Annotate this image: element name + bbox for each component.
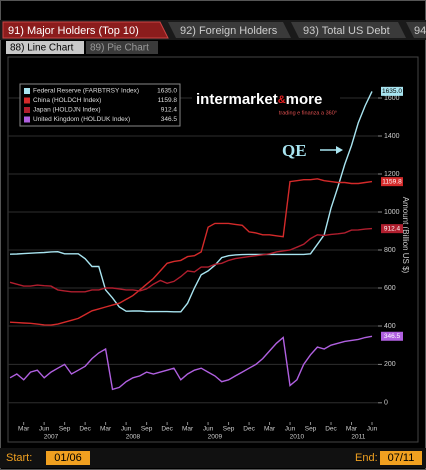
legend-box bbox=[19, 83, 181, 127]
legend-label: Federal Reserve (FARBTRSY Index) bbox=[33, 88, 139, 95]
legend-value: 1635.0 bbox=[157, 88, 177, 95]
y-axis-title: Amount (Billion US $) bbox=[401, 197, 410, 274]
end-value[interactable]: 07/11 bbox=[388, 452, 415, 464]
y-tick-label: 400 bbox=[384, 323, 396, 330]
annotation-arrowhead bbox=[336, 146, 343, 154]
end-field[interactable] bbox=[380, 451, 422, 465]
value-tag: 1159.8 bbox=[382, 178, 402, 185]
subtab[interactable] bbox=[6, 41, 84, 54]
y-tick-label: 1600 bbox=[384, 95, 400, 102]
legend-value: 912.4 bbox=[161, 107, 178, 114]
annotation: QE bbox=[282, 141, 307, 160]
tab-label[interactable]: 94 bbox=[414, 25, 426, 37]
legend-swatch bbox=[24, 88, 30, 94]
legend-value: 346.5 bbox=[161, 116, 178, 123]
legend-swatch bbox=[24, 116, 30, 123]
x-tick-label: Jun bbox=[203, 426, 214, 433]
series-line bbox=[9, 178, 373, 326]
x-tick-label: Sep bbox=[141, 426, 153, 433]
series-line bbox=[9, 91, 373, 313]
legend-label: China (HOLDCH Index) bbox=[33, 97, 101, 104]
watermark-more: more bbox=[286, 91, 323, 108]
start-label: Start: bbox=[6, 452, 32, 464]
x-tick-label: Mar bbox=[264, 426, 276, 433]
legend-swatch bbox=[24, 97, 30, 104]
watermark-brand: intermarket bbox=[196, 91, 278, 108]
legend-swatch bbox=[24, 107, 30, 113]
y-tick-label: 0 bbox=[384, 400, 388, 407]
x-tick-label: Jun bbox=[285, 426, 296, 433]
x-tick-label: Dec bbox=[243, 426, 255, 433]
watermark-box bbox=[192, 88, 340, 118]
series-line bbox=[9, 335, 373, 391]
y-tick-label: 1200 bbox=[384, 171, 400, 178]
tab[interactable] bbox=[291, 22, 406, 38]
x-tick-label: Sep bbox=[223, 426, 235, 433]
watermark-tagline: trading e finanza a 360° bbox=[279, 110, 337, 116]
footer-bar bbox=[0, 448, 426, 468]
tab[interactable] bbox=[2, 21, 169, 39]
legend: Federal Reserve (FARBTRSY Index) 1635.0 Ch… bbox=[24, 88, 178, 123]
subtab-label[interactable]: 89) Pie Chart bbox=[90, 43, 149, 54]
value-tag-box bbox=[381, 224, 403, 234]
value-tag-box bbox=[381, 331, 403, 341]
value-tag-box bbox=[381, 177, 403, 187]
x-year-label: 2008 bbox=[126, 434, 141, 441]
tab-label[interactable]: 92) Foreign Holders bbox=[180, 25, 278, 37]
tab[interactable] bbox=[406, 22, 426, 38]
legend-label: Japan (HOLDJN Index) bbox=[33, 107, 101, 114]
tab-label[interactable]: 93) Total US Debt bbox=[303, 25, 390, 37]
y-tick-label: 600 bbox=[384, 285, 396, 292]
x-tick-label: Mar bbox=[182, 426, 194, 433]
end-label: End: bbox=[355, 452, 378, 464]
x-tick-label: Mar bbox=[18, 426, 30, 433]
x-tick-label: Dec bbox=[325, 426, 337, 433]
tab[interactable] bbox=[168, 22, 291, 38]
value-tag: 912.4 bbox=[384, 225, 401, 232]
y-tick-label: 1400 bbox=[384, 133, 400, 140]
y-tick-label: 1000 bbox=[384, 209, 400, 216]
series-line bbox=[9, 227, 373, 293]
watermark: intermarket&more bbox=[196, 91, 322, 108]
subtab-label[interactable]: 88) Line Chart bbox=[10, 43, 74, 54]
x-tick-label: Sep bbox=[59, 426, 71, 433]
tab-label[interactable]: 91) Major Holders (Top 10) bbox=[8, 25, 139, 37]
value-tag: 1635.0 bbox=[382, 88, 402, 95]
value-tag: 346.5 bbox=[384, 333, 401, 340]
y-tick-label: 200 bbox=[384, 361, 396, 368]
watermark-amp: & bbox=[278, 94, 286, 106]
x-tick-label: Dec bbox=[161, 426, 173, 433]
x-tick-label: Sep bbox=[305, 426, 317, 433]
legend-value: 1159.8 bbox=[158, 97, 178, 104]
value-tag-box bbox=[381, 86, 403, 96]
start-field[interactable] bbox=[46, 451, 90, 465]
x-tick-label: Jun bbox=[121, 426, 132, 433]
x-tick-label: Mar bbox=[346, 426, 358, 433]
x-year-label: 2009 bbox=[208, 434, 223, 441]
x-tick-label: Dec bbox=[79, 426, 91, 433]
x-tick-label: Mar bbox=[100, 426, 112, 433]
start-value[interactable]: 01/06 bbox=[54, 452, 82, 464]
x-year-label: 2011 bbox=[351, 434, 365, 441]
y-tick-label: 800 bbox=[384, 247, 396, 254]
subtab[interactable] bbox=[86, 41, 158, 54]
legend-label: United Kingdom (HOLDUK Index) bbox=[33, 116, 130, 123]
x-tick-label: Jun bbox=[39, 426, 50, 433]
x-year-label: 2007 bbox=[44, 434, 59, 441]
x-tick-label: Jun bbox=[367, 426, 378, 433]
x-year-label: 2010 bbox=[290, 434, 305, 441]
